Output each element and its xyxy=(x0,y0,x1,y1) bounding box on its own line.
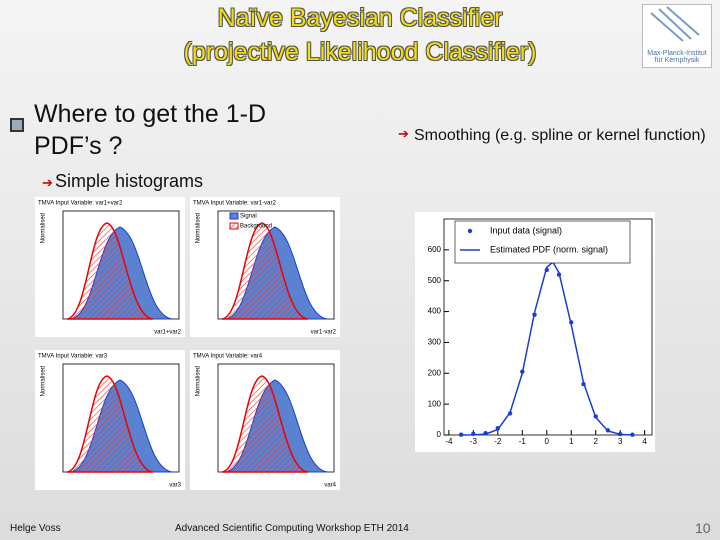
histogram-title: TMVA Input Variable: var4 xyxy=(193,354,263,360)
histogram-x-label: var4 xyxy=(324,483,336,489)
x-tick-label: -2 xyxy=(494,437,502,446)
y-tick-label: 600 xyxy=(428,245,442,254)
logo: Max-Planck-Institut für Kernphysik xyxy=(642,4,712,68)
histogram-x-label: var3 xyxy=(169,483,181,489)
logo-text: für Kernphysik xyxy=(654,57,700,64)
bullet-main: Where to get the 1-D PDF’s ? xyxy=(34,100,267,160)
logo-text: Max-Planck-Institut xyxy=(647,50,707,57)
bullet-right: Smoothing (e.g. spline or kernel functio… xyxy=(414,127,706,144)
y-tick-label: 500 xyxy=(428,276,442,285)
legend-swatch xyxy=(229,212,239,220)
legend-label: Background xyxy=(240,224,272,230)
y-tick-label: 400 xyxy=(428,307,442,316)
footer-event: Advanced Scientific Computing Workshop E… xyxy=(175,523,409,534)
y-tick-label: 0 xyxy=(437,430,442,439)
x-tick-label: 3 xyxy=(618,437,623,446)
legend-label: Signal xyxy=(240,214,257,220)
x-tick-label: 4 xyxy=(642,437,647,446)
x-tick-label: 2 xyxy=(593,437,598,446)
x-tick-label: 1 xyxy=(569,437,574,446)
histogram-y-label: Normalised xyxy=(41,366,47,396)
pdf-line xyxy=(461,261,633,436)
bullet-sub: Simple histograms xyxy=(55,171,204,191)
arrow-icon: ➔ xyxy=(42,175,53,190)
arrow-icon: ➔ xyxy=(398,126,409,141)
histogram-plot xyxy=(190,350,340,490)
legend-label: Estimated PDF (norm. signal) xyxy=(490,244,608,254)
histogram-y-label: Normalised xyxy=(41,213,47,243)
histogram-x-label: var1+var2 xyxy=(154,330,182,336)
legend-label: Input data (signal) xyxy=(490,225,562,235)
footer-author: Helge Voss xyxy=(10,523,61,534)
y-tick-label: 200 xyxy=(428,368,442,377)
bullet-icon xyxy=(10,118,24,132)
logo-graphic xyxy=(650,6,700,42)
histogram-plot xyxy=(190,197,340,337)
histogram-y-label: Normalised xyxy=(196,213,202,243)
x-tick-label: -4 xyxy=(445,437,453,446)
histogram-y-label: Normalised xyxy=(196,366,202,396)
x-tick-label: -3 xyxy=(470,437,478,446)
x-tick-label: -1 xyxy=(519,437,527,446)
y-tick-label: 300 xyxy=(428,338,442,347)
legend-swatch xyxy=(229,222,239,230)
title: Naïve Bayesian Classifier xyxy=(217,4,503,32)
plot-frame xyxy=(443,218,653,436)
histogram-title: TMVA Input Variable: var1-var2 xyxy=(193,201,276,207)
histogram-plot xyxy=(35,197,185,337)
histogram-title: TMVA Input Variable: var3 xyxy=(38,354,108,360)
page-number: 10 xyxy=(695,520,711,536)
subtitle: (projective Likelihood Classifier) xyxy=(183,38,537,66)
histogram-title: TMVA Input Variable: var1+var2 xyxy=(38,201,123,207)
x-tick-label: 0 xyxy=(545,437,550,446)
histogram-x-label: var1-var2 xyxy=(311,330,337,336)
legend-box xyxy=(454,220,631,264)
legend-marker xyxy=(467,228,473,234)
histogram-plot xyxy=(35,350,185,490)
y-tick-label: 100 xyxy=(428,399,442,408)
